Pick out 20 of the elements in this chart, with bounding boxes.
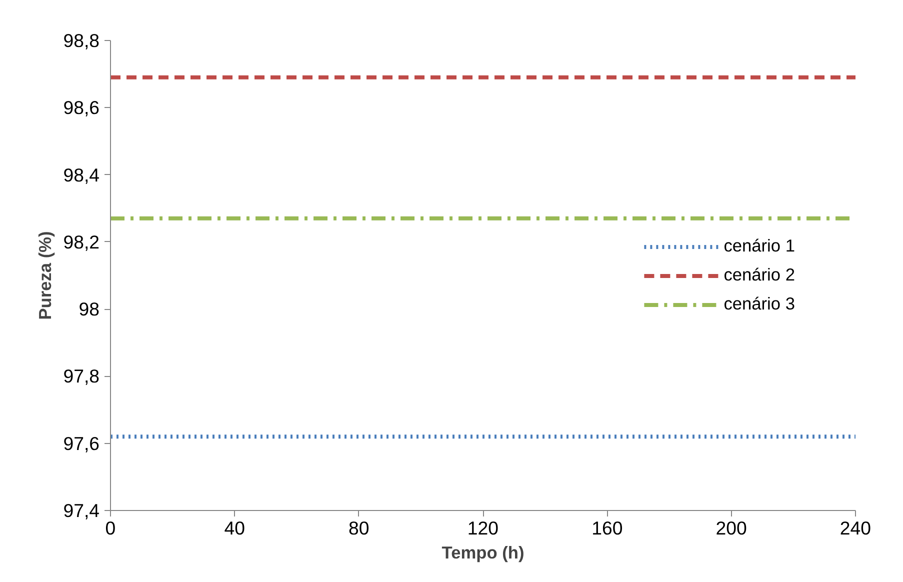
y-tick-label: 97,8	[63, 366, 100, 387]
y-tick-label: 97,6	[63, 432, 100, 454]
x-tick-label: 160	[592, 518, 623, 538]
x-axis-title: Tempo (h)	[442, 542, 524, 562]
y-tick-label: 98,6	[63, 97, 100, 118]
x-tick-label: 200	[716, 518, 747, 538]
legend-label: cenário 3	[724, 294, 795, 314]
x-tick-label: 120	[467, 518, 499, 538]
y-axis-title: Pureza (%)	[35, 231, 56, 320]
y-tick-label: 98	[78, 298, 100, 320]
x-tick-label: 0	[105, 518, 116, 538]
x-tick-label: 240	[840, 518, 872, 538]
x-tick-label: 80	[348, 518, 370, 538]
y-tick-label: 98,4	[63, 164, 100, 186]
x-tick-label: 40	[224, 518, 246, 538]
legend-label: cenário 2	[724, 264, 795, 286]
legend-label: cenário 1	[724, 236, 795, 256]
y-tick-label: 98,8	[63, 30, 100, 51]
y-tick-label: 97,4	[63, 500, 100, 521]
y-tick-label: 98,2	[63, 231, 100, 252]
